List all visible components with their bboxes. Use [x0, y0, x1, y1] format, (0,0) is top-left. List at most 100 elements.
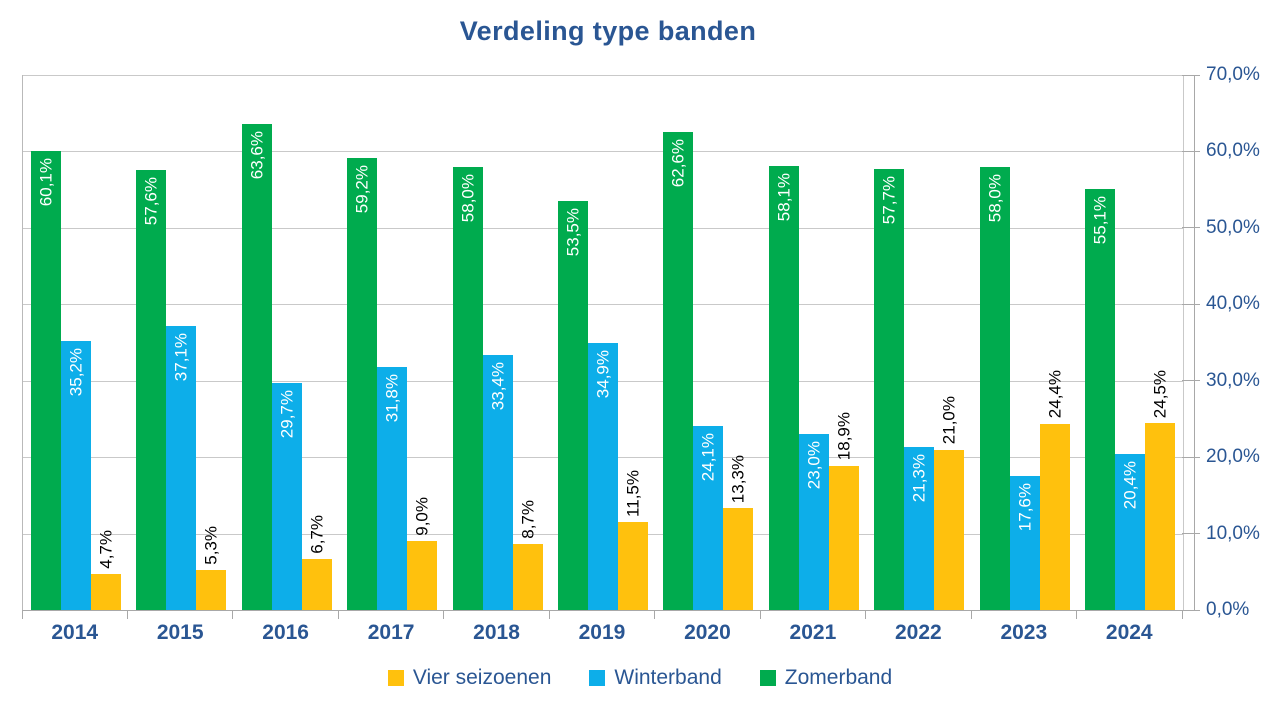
x-tick-5	[548, 610, 550, 619]
bar-zomerband-2014: 60,1%	[30, 150, 61, 610]
legend-item-winterband: Winterband	[589, 666, 722, 690]
bar-label: 8,7%	[518, 499, 538, 539]
bar-winterband-2014: 35,2%	[60, 340, 91, 610]
bar-group-2020: 62,6% 24,1% 13,3%	[656, 75, 761, 610]
bar-group-2016: 63,6% 29,7% 6,7%	[234, 75, 339, 610]
bar-label: 5,3%	[201, 525, 221, 565]
bar-label: 4,7%	[96, 530, 116, 570]
x-tick-2	[232, 610, 234, 619]
x-tick-9	[970, 610, 972, 619]
bar-zomerband-2016: 63,6%	[241, 123, 272, 610]
bar-group-2019: 53,5% 34,9% 11,5%	[550, 75, 655, 610]
y-tick-70	[1182, 74, 1200, 76]
bar-zomerband-2022: 57,7%	[874, 169, 905, 610]
year-label-2020: 2020	[684, 621, 731, 644]
y-tick-label: 30,0%	[1206, 369, 1260, 391]
legend-swatch-icon	[589, 670, 606, 686]
bar-label: 53,5%	[563, 208, 583, 257]
y-tick-20	[1182, 456, 1200, 458]
bar-winterband-2023: 17,6%	[1009, 475, 1040, 610]
bar-label: 60,1%	[36, 157, 56, 206]
bar-label: 17,6%	[1015, 482, 1035, 531]
bar-vier-seizoenen-2017: 9,0%	[407, 497, 438, 610]
bar-label: 24,5%	[1150, 369, 1170, 418]
y-tick-50	[1182, 227, 1200, 229]
bar-label: 59,2%	[352, 164, 372, 213]
year-label-2016: 2016	[262, 621, 309, 644]
y-tick-40	[1182, 303, 1200, 305]
bar-vier-seizoenen-2016: 6,7%	[301, 515, 332, 610]
bar-label: 11,5%	[623, 470, 643, 518]
bar-group-2023: 58,0% 17,6% 24,4%	[972, 75, 1077, 610]
legend-item-zomerband: Zomerband	[759, 666, 893, 690]
bar-group-2022: 57,7% 21,3% 21,0%	[867, 75, 972, 610]
x-tick-7	[759, 610, 761, 619]
bar-label: 21,0%	[939, 396, 959, 445]
bar-vier-seizoenen-2022: 21,0%	[934, 396, 965, 610]
bar-group-2014: 60,1% 35,2% 4,7%	[23, 75, 128, 610]
year-label-2014: 2014	[51, 621, 99, 644]
bar-vier-seizoenen-2020: 13,3%	[723, 455, 754, 610]
bar-label: 62,6%	[668, 138, 688, 187]
gridline-60	[23, 151, 1183, 153]
bar-vier-seizoenen-2019: 11,5%	[617, 470, 648, 610]
y-tick-label: 70,0%	[1206, 64, 1260, 85]
bar-label: 9,0%	[412, 497, 432, 537]
bar-zomerband-2020: 62,6%	[663, 131, 694, 610]
bar-vier-seizoenen-2014: 4,7%	[90, 530, 121, 610]
legend-label: Winterband	[614, 666, 722, 689]
chart-title: Verdeling type banden	[459, 16, 757, 46]
bar-label: 29,7%	[277, 390, 297, 439]
y-tick-label: 10,0%	[1206, 522, 1260, 544]
y-tick-label: 60,0%	[1206, 140, 1260, 162]
bar-group-2015: 57,6% 37,1% 5,3%	[128, 75, 233, 610]
plot-area: 60,1% 35,2% 4,7% 57,6% 37,1% 5,3% 63,6% 29,7% 6,…	[22, 75, 1184, 611]
bar-label: 37,1%	[171, 333, 191, 382]
gridline-70	[23, 75, 1183, 76]
bar-label: 18,9%	[834, 412, 854, 461]
y-tick-0	[1182, 609, 1200, 611]
bar-winterband-2018: 33,4%	[482, 354, 513, 610]
bar-label: 6,7%	[307, 515, 327, 554]
gridline-40	[23, 304, 1183, 306]
bar-label: 55,1%	[1090, 195, 1110, 245]
bar-winterband-2016: 29,7%	[271, 383, 302, 610]
bar-label: 58,0%	[458, 173, 478, 222]
bar-label: 23,0%	[804, 441, 824, 490]
bar-label: 63,6%	[247, 130, 267, 180]
legend-label: Vier seizoenen	[412, 666, 552, 689]
bar-group-2017: 59,2% 31,8% 9,0%	[339, 75, 444, 610]
bar-vier-seizoenen-2024: 24,5%	[1145, 370, 1176, 610]
bar-label: 57,7%	[879, 176, 899, 225]
bar-label: 20,4%	[1120, 461, 1140, 510]
bar-label: 24,1%	[698, 432, 718, 482]
bar-label: 34,9%	[593, 350, 613, 399]
year-label-2023: 2023	[1000, 621, 1048, 644]
year-label-2018: 2018	[473, 621, 520, 644]
legend: Vier seizoenen Winterband Zomerband	[0, 666, 1280, 690]
bar-label: 21,3%	[909, 454, 929, 503]
bar-winterband-2020: 24,1%	[693, 425, 724, 610]
y-tick-label: 40,0%	[1206, 293, 1260, 315]
x-tick-1	[126, 610, 128, 619]
legend-label: Zomerband	[784, 666, 893, 689]
x-tick-3	[337, 610, 339, 619]
x-tick-4	[443, 610, 445, 619]
bar-winterband-2019: 34,9%	[587, 343, 618, 610]
bar-zomerband-2018: 58,0%	[452, 166, 483, 610]
bar-label: 57,6%	[141, 176, 161, 225]
x-axis-ticks	[21, 610, 1183, 619]
y-axis-labels: 0,0% 10,0% 20,0% 30,0% 40,0% 50,0% 60,0% 70,0%	[1206, 64, 1280, 620]
bar-label: 13,3%	[728, 455, 748, 504]
legend-item-vier-seizoenen: Vier seizoenen	[387, 666, 552, 690]
bar-zomerband-2024: 55,1%	[1085, 188, 1116, 610]
bar-zomerband-2015: 57,6%	[136, 169, 167, 610]
x-tick-6	[654, 610, 656, 619]
x-tick-0	[21, 610, 23, 619]
bar-winterband-2021: 23,0%	[798, 434, 829, 610]
bar-zomerband-2021: 58,1%	[768, 165, 799, 610]
bar-group-2021: 58,1% 23,0% 18,9%	[761, 75, 866, 610]
bar-label: 33,4%	[488, 361, 508, 410]
year-label-2017: 2017	[367, 621, 415, 644]
